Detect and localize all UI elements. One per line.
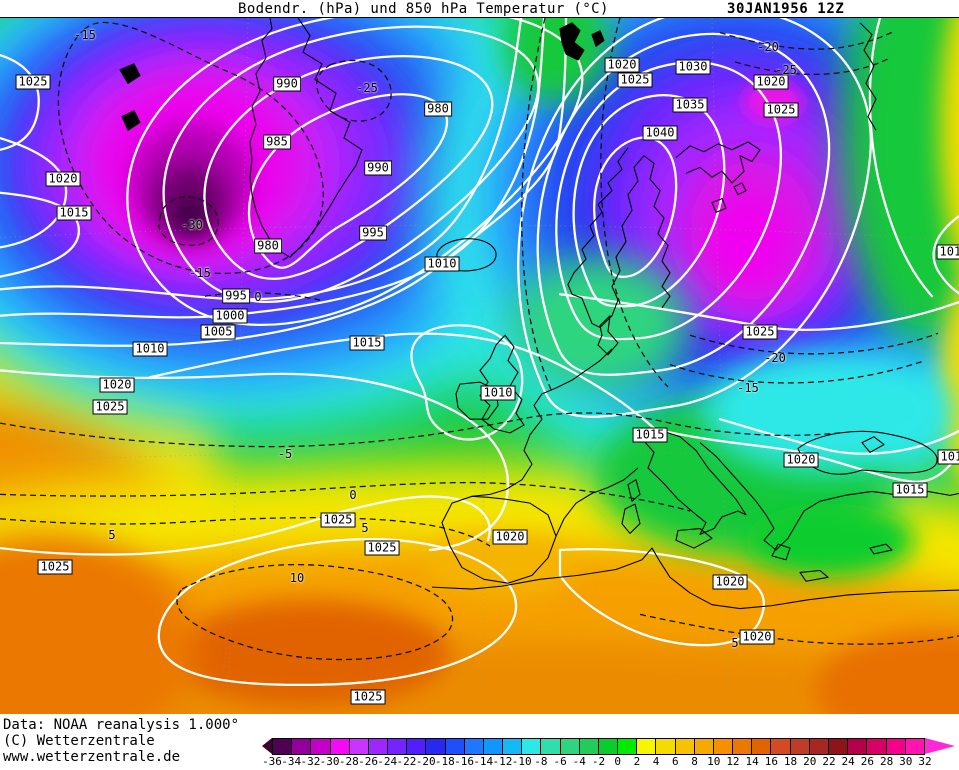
- colorbar-segment: [348, 739, 368, 754]
- colorbar-segment: [636, 739, 656, 754]
- colorbar-segment: [617, 739, 637, 754]
- colorbar-segment: [655, 739, 675, 754]
- colorbar-tick: -34: [281, 755, 302, 768]
- colorbar-segment: [502, 739, 522, 754]
- colorbar-tick: -6: [553, 755, 567, 768]
- colorbar-tick: 6: [672, 755, 679, 768]
- colorbar-segment: [693, 739, 713, 754]
- colorbar-tick: -24: [377, 755, 398, 768]
- colorbar-segment: [521, 739, 541, 754]
- colorbar-tick: 20: [803, 755, 817, 768]
- colorbar-tick: 26: [860, 755, 874, 768]
- colorbar-segment: [291, 739, 311, 754]
- colorbar-tick: -32: [300, 755, 321, 768]
- temp-contours: [0, 18, 959, 661]
- weather-map: [0, 17, 959, 714]
- colorbar-tick: -28: [338, 755, 359, 768]
- colorbar-tick: 22: [822, 755, 836, 768]
- colorbar-tick: 30: [899, 755, 913, 768]
- colorbar-segment: [406, 739, 426, 754]
- colorbar-segment: [712, 739, 733, 754]
- colorbar-segment: [578, 739, 598, 754]
- colorbar-segment: [866, 739, 886, 754]
- colorbar-segment: [540, 739, 560, 754]
- colorbar-segment: [329, 739, 349, 754]
- colorbar-segment: [273, 739, 292, 754]
- colorbar-segment: [387, 739, 407, 754]
- data-source-text: Data: NOAA reanalysis 1.000°: [3, 717, 240, 733]
- colorbar-segment: [482, 739, 503, 754]
- colorbar-segment: [367, 739, 388, 754]
- colorbar-segment: [597, 739, 618, 754]
- colorbar-segment: [444, 739, 464, 754]
- website-text: www.wetterzentrale.de: [3, 749, 181, 765]
- colorbar-segment: [847, 739, 867, 754]
- colorbar-segment: [808, 739, 828, 754]
- colorbar-tick: -30: [319, 755, 340, 768]
- map-datetime: 30JAN1956 12Z: [727, 1, 845, 17]
- colorbar-segment: [751, 739, 771, 754]
- colorbar-segment: [904, 739, 924, 754]
- isobars: [0, 18, 959, 687]
- title-bar: Bodendr. (hPa) und 850 hPa Temperatur (°…: [0, 0, 959, 17]
- colorbar-segments: [272, 738, 925, 755]
- colorbar-right-arrow: [925, 738, 955, 754]
- temperature-field: [0, 18, 959, 714]
- colorbar-segment: [770, 739, 790, 754]
- colorbar-tick: -26: [358, 755, 378, 768]
- colorbar-tick: 14: [745, 755, 759, 768]
- colorbar-tick: -12: [492, 755, 513, 768]
- colorbar-tick: 10: [707, 755, 721, 768]
- colorbar-tick: 2: [633, 755, 641, 768]
- colorbar-segment: [789, 739, 809, 754]
- colorbar-tick: -36: [262, 755, 282, 768]
- colorbar-tick: -20: [415, 755, 436, 768]
- colorbar-tick: -4: [572, 755, 586, 768]
- colorbar-tick: 8: [691, 755, 698, 768]
- colorbar-tick: -14: [473, 755, 494, 768]
- colorbar: -36 -34 -32 -30 -28 -26 -24 -22 -20 -18 -16 -14 -12-…: [262, 738, 957, 770]
- colorbar-segment: [559, 739, 579, 754]
- colorbar-tick: 12: [726, 755, 740, 768]
- colorbar-tick: 32: [918, 755, 932, 768]
- colorbar-ticks: -36 -34 -32 -30 -28 -26 -24 -22 -20 -18 -16 -14 -12-…: [262, 755, 932, 768]
- colorbar-left-arrow: [262, 738, 272, 754]
- colorbar-segment: [425, 739, 445, 754]
- colorbar-segment: [885, 739, 905, 754]
- colorbar-segment: [674, 739, 694, 754]
- copyright-text: (C) Wetterzentrale: [3, 733, 155, 749]
- colorbar-tick: -18: [434, 755, 455, 768]
- colorbar-tick: 24: [841, 755, 855, 768]
- colorbar-tick: 0: [614, 755, 622, 768]
- colorbar-tick: -2: [591, 755, 606, 768]
- colorbar-tick: 28: [879, 755, 894, 768]
- colorbar-tick: -16: [454, 755, 474, 768]
- colorbar-tick: -10: [511, 755, 532, 768]
- colorbar-segment: [463, 739, 483, 754]
- colorbar-tick: 18: [783, 755, 798, 768]
- colorbar-segment: [827, 739, 848, 754]
- map-title: Bodendr. (hPa) und 850 hPa Temperatur (°…: [238, 1, 609, 17]
- colorbar-tick: 16: [764, 755, 778, 768]
- colorbar-tick: -22: [396, 755, 417, 768]
- coastlines: [119, 18, 959, 610]
- weather-map-svg: [0, 18, 959, 714]
- colorbar-tick: 4: [652, 755, 660, 768]
- colorbar-segment: [732, 739, 752, 754]
- colorbar-segment: [310, 739, 330, 754]
- colorbar-tick: -8: [534, 755, 548, 768]
